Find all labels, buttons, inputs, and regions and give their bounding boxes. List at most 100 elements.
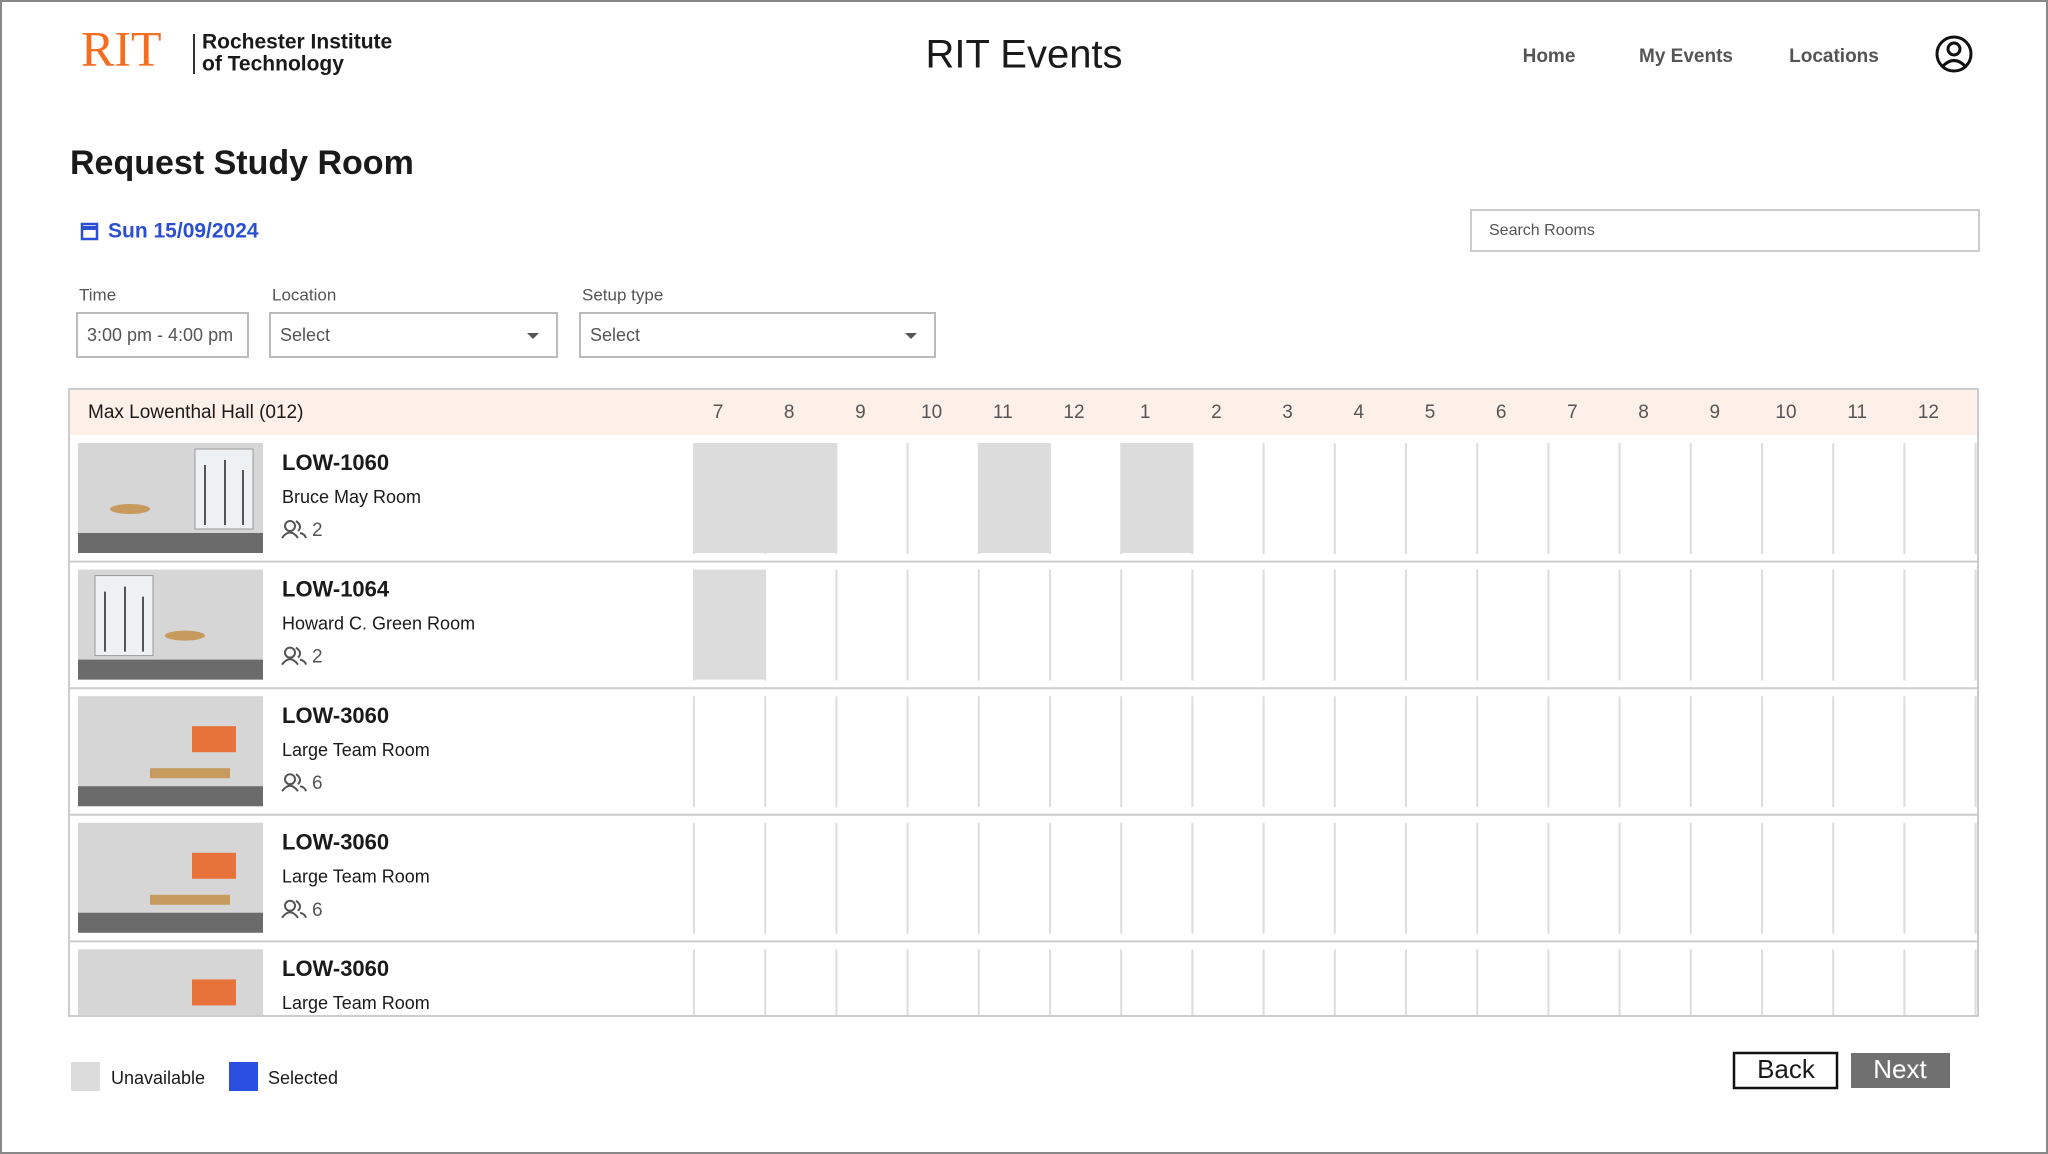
- time-slot[interactable]: [979, 443, 1050, 553]
- time-slot[interactable]: [1620, 696, 1691, 806]
- time-slot[interactable]: [1904, 823, 1975, 933]
- date-picker[interactable]: Sun 15/09/2024: [108, 220, 259, 243]
- time-slot[interactable]: [1477, 696, 1548, 806]
- time-slot[interactable]: [1833, 696, 1904, 806]
- time-slot[interactable]: [1121, 443, 1192, 553]
- time-slot[interactable]: [1762, 696, 1833, 806]
- time-slot[interactable]: [765, 443, 836, 553]
- time-slot[interactable]: [694, 570, 765, 680]
- time-slot[interactable]: [1762, 570, 1833, 680]
- time-slot[interactable]: [1406, 696, 1477, 806]
- filter-box[interactable]: [269, 312, 558, 358]
- time-slot[interactable]: [1406, 443, 1477, 553]
- time-slot[interactable]: [1121, 823, 1192, 933]
- time-slot[interactable]: [1335, 823, 1406, 933]
- time-slot[interactable]: [908, 570, 979, 680]
- time-slot[interactable]: [1833, 570, 1904, 680]
- time-slot[interactable]: [1833, 443, 1904, 553]
- time-slot[interactable]: [1050, 696, 1121, 806]
- time-slot[interactable]: [1406, 570, 1477, 680]
- filter-box[interactable]: [76, 312, 249, 358]
- time-slot[interactable]: [1620, 823, 1691, 933]
- people-icon-body: [281, 646, 307, 666]
- time-slot[interactable]: [1691, 443, 1762, 553]
- time-slot[interactable]: [1904, 696, 1975, 806]
- next-button[interactable]: [1851, 1053, 1950, 1088]
- time-slot[interactable]: [1264, 696, 1335, 806]
- room-id: LOW-1060: [282, 450, 389, 475]
- time-slot[interactable]: [1548, 696, 1619, 806]
- time-slot[interactable]: [1762, 443, 1833, 553]
- time-slot[interactable]: [836, 570, 907, 680]
- search-box[interactable]: [1470, 209, 1980, 252]
- time-slot[interactable]: [1477, 823, 1548, 933]
- nav-link[interactable]: Home: [1523, 46, 1576, 67]
- time-slot[interactable]: [1691, 570, 1762, 680]
- time-slot[interactable]: [1264, 823, 1335, 933]
- time-slot[interactable]: [979, 823, 1050, 933]
- time-slot[interactable]: [694, 823, 765, 933]
- photo-floor: [78, 912, 263, 933]
- time-slot[interactable]: [1192, 443, 1263, 553]
- profile-icon[interactable]: [1935, 35, 1973, 73]
- time-slot[interactable]: [1904, 570, 1975, 680]
- room-photo: [78, 569, 263, 680]
- time-slot[interactable]: [1904, 443, 1975, 553]
- time-slot[interactable]: [1121, 696, 1192, 806]
- time-slot[interactable]: [908, 696, 979, 806]
- photo-screen: [192, 852, 236, 879]
- page-title: Request Study Room: [70, 144, 414, 182]
- time-slot[interactable]: [1121, 570, 1192, 680]
- time-slot[interactable]: [908, 443, 979, 553]
- legend-label: Unavailable: [111, 1068, 205, 1088]
- time-slot[interactable]: [836, 443, 907, 553]
- time-slot[interactable]: [979, 570, 1050, 680]
- time-slot[interactable]: [1477, 443, 1548, 553]
- photo-floor: [78, 786, 263, 807]
- time-slot[interactable]: [836, 696, 907, 806]
- time-slot[interactable]: [1192, 696, 1263, 806]
- people-icon-body: [281, 899, 307, 919]
- people-icon: [284, 899, 296, 912]
- time-slot[interactable]: [1548, 443, 1619, 553]
- time-slot[interactable]: [1477, 570, 1548, 680]
- photo-table: [165, 630, 205, 641]
- unavailable-slot: [978, 443, 1050, 553]
- time-slot[interactable]: [1762, 823, 1833, 933]
- time-slot[interactable]: [1833, 823, 1904, 933]
- filter-value: Select: [280, 325, 330, 345]
- profile-ring: [1935, 35, 1973, 73]
- time-slot[interactable]: [1406, 823, 1477, 933]
- time-slot[interactable]: [1264, 443, 1335, 553]
- calendar-icon: [80, 222, 99, 241]
- time-slot[interactable]: [1050, 570, 1121, 680]
- time-slot[interactable]: [765, 696, 836, 806]
- back-button[interactable]: [1732, 1051, 1839, 1090]
- nav-link[interactable]: Locations: [1789, 46, 1879, 67]
- time-slot[interactable]: [1335, 570, 1406, 680]
- time-slot[interactable]: [1192, 823, 1263, 933]
- time-slot[interactable]: [1335, 696, 1406, 806]
- filter-box[interactable]: [579, 312, 936, 358]
- time-slot[interactable]: [1548, 823, 1619, 933]
- time-slot[interactable]: [979, 696, 1050, 806]
- time-slot[interactable]: [1691, 823, 1762, 933]
- time-slot[interactable]: [694, 696, 765, 806]
- time-slot[interactable]: [1691, 696, 1762, 806]
- time-slot[interactable]: [765, 823, 836, 933]
- time-slot[interactable]: [1548, 570, 1619, 680]
- room-name: Large Team Room: [282, 740, 430, 760]
- time-slot[interactable]: [1620, 570, 1691, 680]
- time-slot[interactable]: [694, 443, 765, 553]
- time-slot[interactable]: [1335, 443, 1406, 553]
- time-slot[interactable]: [908, 823, 979, 933]
- time-slot[interactable]: [1264, 570, 1335, 680]
- room-row: LOW-1060 Bruce May Room 2: [78, 443, 1977, 554]
- time-slot[interactable]: [1620, 443, 1691, 553]
- time-slot[interactable]: [1050, 823, 1121, 933]
- time-slot[interactable]: [1050, 443, 1121, 553]
- time-slot[interactable]: [836, 823, 907, 933]
- nav-link[interactable]: My Events: [1639, 46, 1733, 67]
- time-slot[interactable]: [765, 570, 836, 680]
- time-slot[interactable]: [1192, 570, 1263, 680]
